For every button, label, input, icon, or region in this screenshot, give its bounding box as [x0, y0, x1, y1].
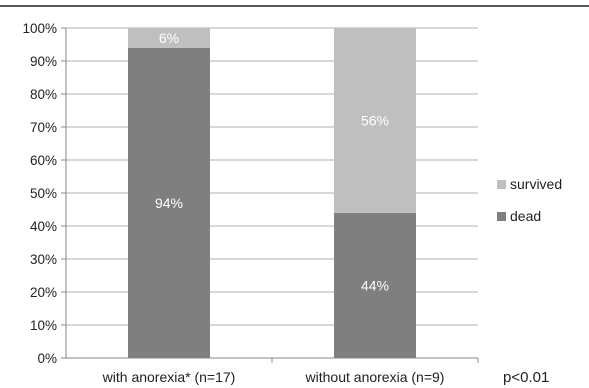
y-tick-label: 50% [30, 186, 57, 201]
y-tick-label: 10% [30, 318, 57, 333]
data-label-survived: 56% [361, 112, 389, 128]
y-tick-label: 40% [30, 219, 57, 234]
p-value-annotation: p<0.01 [503, 369, 549, 386]
x-axis-labels: with anorexia* (n=17) without anorexia (n… [102, 369, 445, 385]
x-category-label: without anorexia (n=9) [305, 369, 445, 385]
legend-swatch-survived [497, 180, 506, 189]
y-tick-label: 0% [37, 351, 57, 366]
x-category-label: with anorexia* (n=17) [102, 369, 236, 385]
bars [128, 28, 416, 359]
legend-label-dead: dead [510, 208, 541, 224]
bar-segment-survived [128, 28, 210, 48]
bar-labels: 94% 6% 44% 56% [155, 30, 389, 293]
bar-segment-dead [334, 212, 416, 358]
legend: survived dead [497, 176, 562, 224]
y-tick-label: 90% [30, 54, 57, 69]
bar-segment-survived [334, 28, 416, 213]
y-tick-label: 100% [22, 21, 57, 36]
y-tick-label: 30% [30, 252, 57, 267]
data-label-dead: 94% [155, 195, 183, 211]
legend-label-survived: survived [510, 176, 562, 192]
data-label-dead: 44% [361, 277, 389, 293]
y-tick-label: 70% [30, 120, 57, 135]
legend-swatch-dead [497, 212, 506, 221]
y-tick-label: 20% [30, 285, 57, 300]
data-label-survived: 6% [159, 30, 179, 46]
bar-segment-dead [128, 47, 210, 359]
y-axis-ticks: 0% 10% 20% 30% 40% 50% 60% 70% 80% 90% 100% [22, 21, 57, 366]
y-tick-label: 80% [30, 87, 57, 102]
y-tick-label: 60% [30, 153, 57, 168]
